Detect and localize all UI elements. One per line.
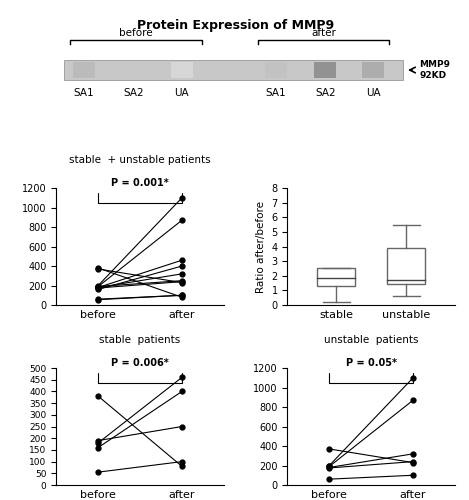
Text: after: after (311, 28, 336, 38)
Text: before: before (119, 28, 153, 38)
Bar (387, 248, 425, 284)
Bar (64, 60, 403, 80)
Text: Protein Expression of MMP9: Protein Expression of MMP9 (137, 19, 334, 32)
Bar (265, 62, 287, 78)
Text: UA: UA (366, 88, 380, 98)
Text: SA2: SA2 (315, 88, 336, 98)
Title: stable  + unstable patients: stable + unstable patients (69, 155, 211, 165)
Y-axis label: Ratio after/before: Ratio after/before (256, 200, 266, 292)
Title: stable  patients: stable patients (99, 335, 181, 345)
Text: SA1: SA1 (74, 88, 94, 98)
Bar (362, 62, 384, 78)
Text: P = 0.006*: P = 0.006* (111, 358, 169, 368)
Text: P = 0.05*: P = 0.05* (346, 358, 397, 368)
Title: unstable  patients: unstable patients (324, 335, 418, 345)
Bar (314, 62, 336, 78)
Bar (123, 62, 145, 78)
Text: SA1: SA1 (265, 88, 286, 98)
Bar (171, 62, 193, 78)
Text: UA: UA (174, 88, 189, 98)
Bar (73, 62, 95, 78)
Text: P = 0.001*: P = 0.001* (111, 178, 169, 188)
Bar (317, 268, 356, 285)
Text: MMP9
92KD: MMP9 92KD (419, 60, 450, 80)
Text: SA2: SA2 (124, 88, 144, 98)
